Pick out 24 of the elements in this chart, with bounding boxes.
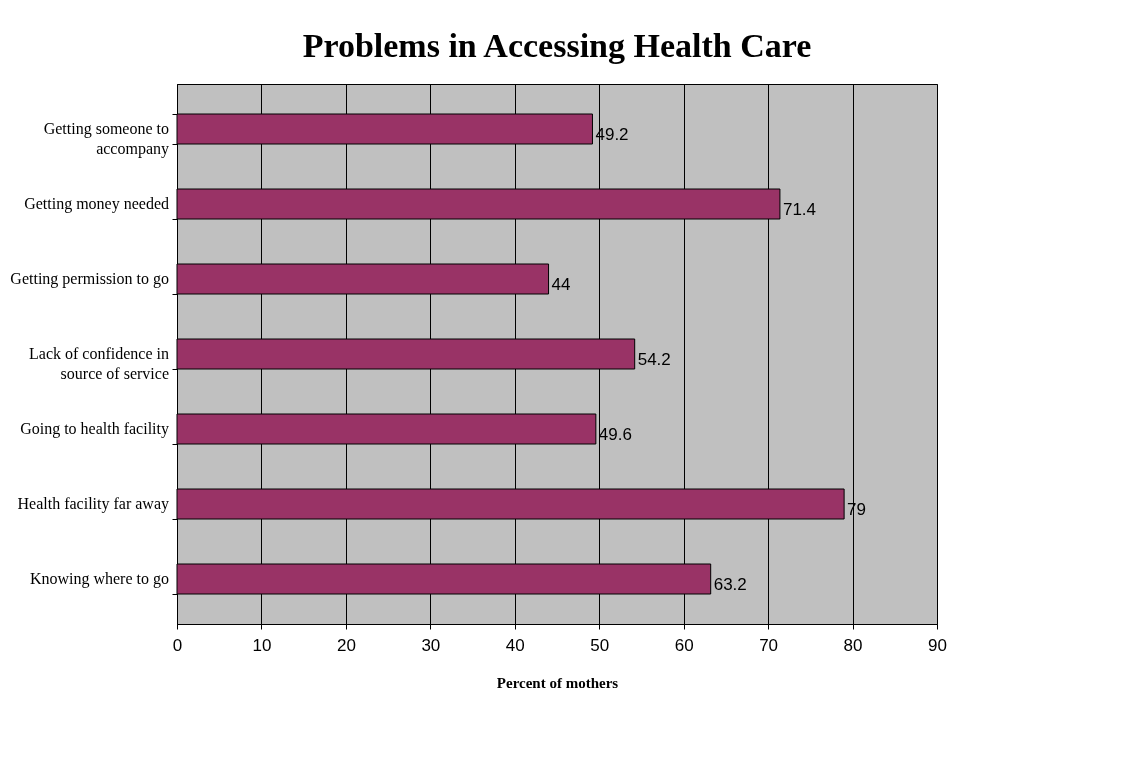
x-tick-label: 40	[505, 635, 525, 655]
x-tick-label: 0	[172, 635, 183, 655]
y-tick-label: Getting someone to accompany	[43, 120, 169, 158]
chart-title: Problems in Accessing Health Care	[302, 27, 812, 64]
y-tick-label: Lack of confidence in source of service	[29, 345, 169, 382]
y-tick-label: Knowing where to go	[29, 570, 169, 588]
x-tick-label: 60	[674, 635, 694, 655]
x-tick-label: 10	[252, 635, 272, 655]
x-tick-label: 80	[843, 635, 863, 655]
x-tick-label: 30	[421, 635, 441, 655]
x-tick-label: 70	[759, 635, 779, 655]
x-tick-label: 90	[928, 635, 947, 655]
data-label: 44	[551, 275, 571, 294]
y-tick-label: Getting permission to go	[10, 270, 169, 288]
data-label: 54.2	[637, 350, 671, 369]
y-tick-label: Going to health facility	[20, 420, 169, 438]
data-label: 49.6	[598, 425, 632, 444]
x-tick-label: 20	[336, 635, 356, 655]
data-label: 71.4	[782, 200, 817, 219]
data-label: 63.2	[713, 575, 747, 594]
x-axis-title: Percent of mothers	[496, 674, 619, 691]
y-tick-label: Getting money needed	[24, 195, 169, 213]
y-tick-label: Health facility far away	[17, 495, 169, 513]
x-tick-label: 50	[590, 635, 610, 655]
